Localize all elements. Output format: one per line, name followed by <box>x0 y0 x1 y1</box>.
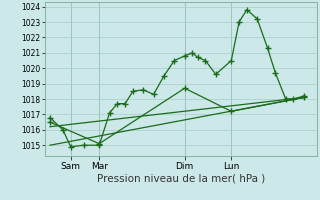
X-axis label: Pression niveau de la mer( hPa ): Pression niveau de la mer( hPa ) <box>97 173 265 183</box>
